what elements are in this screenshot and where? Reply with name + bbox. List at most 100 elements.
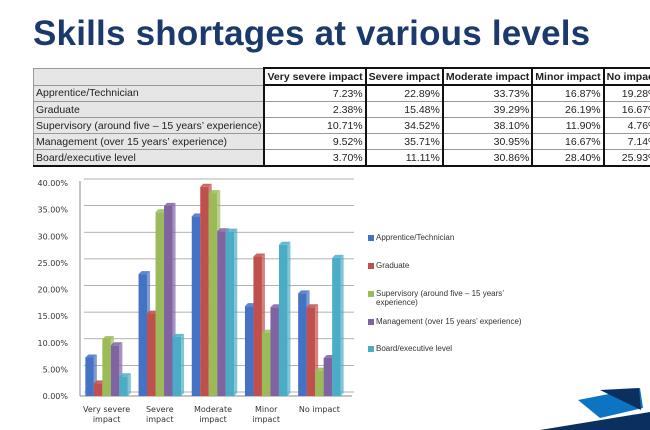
bar: [217, 231, 226, 396]
value-cell: 30.95%: [441, 133, 534, 150]
bar-top: [278, 241, 291, 245]
legend-label: Board/executive level: [376, 344, 453, 353]
x-tick-label: impact: [146, 415, 174, 424]
value-cell: 10.71%: [263, 117, 367, 134]
bar: [278, 244, 288, 396]
y-tick-label: 25.00%: [37, 259, 68, 268]
table-row: Supervisory (around five – 15 years’ exp…: [33, 117, 650, 134]
value-cell: 16.87%: [531, 84, 605, 102]
legend-label: Apprentice/Technician: [376, 233, 455, 242]
value-cell: 11.11%: [364, 149, 444, 167]
header-blank: [33, 67, 265, 86]
bar-side: [234, 228, 238, 396]
bar-side: [127, 373, 131, 396]
bar-side: [287, 241, 291, 396]
value-cell: 15.48%: [364, 101, 444, 118]
bar: [85, 357, 94, 396]
bar: [147, 313, 156, 396]
value-cell: 9.52%: [263, 133, 367, 150]
value-cell: 39.29%: [441, 101, 534, 118]
legend-item: Graduate: [368, 261, 568, 270]
bar-top: [138, 271, 151, 275]
legend-swatch: [368, 235, 374, 241]
bar-top: [298, 290, 310, 294]
x-tick-label: Moderate: [194, 405, 232, 414]
y-tick-label: 15.00%: [37, 312, 68, 321]
bar: [164, 205, 173, 396]
x-tick-label: impact: [93, 415, 121, 424]
legend-label: Supervisory (around five – 15 years’ exp…: [376, 289, 504, 307]
y-tick-label: 40.00%: [37, 179, 68, 188]
bar: [208, 193, 218, 396]
table-header-row: Very severe impact Severe impact Moderat…: [33, 67, 650, 86]
header-cell: Severe impact: [364, 67, 444, 86]
bar-top: [253, 253, 265, 257]
value-cell: 33.73%: [441, 84, 534, 102]
x-tick-label: impact: [252, 415, 280, 424]
data-table: Very severe impact Severe impact Moderat…: [33, 67, 650, 167]
row-label: Board/executive level: [33, 149, 265, 167]
y-tick-label: 20.00%: [37, 286, 68, 295]
row-label: Management (over 15 years’ experience): [33, 133, 265, 150]
legend-item: Supervisory (around five – 15 years’ exp…: [368, 289, 568, 307]
value-cell: 19.28%: [602, 84, 650, 102]
bar: [119, 376, 128, 396]
legend-item: Apprentice/Technician: [368, 233, 568, 242]
row-label: Supervisory (around five – 15 years’ exp…: [33, 117, 265, 134]
row-label: Graduate: [33, 101, 265, 118]
bar: [332, 257, 341, 396]
value-cell: 16.67%: [531, 133, 605, 150]
bar: [155, 212, 165, 396]
x-tick-label: impact: [199, 415, 227, 424]
bar-top: [164, 202, 176, 206]
value-cell: 35.71%: [364, 133, 444, 150]
table-row: Management (over 15 years’ experience) 9.…: [33, 133, 650, 150]
bar: [102, 338, 111, 396]
table-row: Board/executive level 3.70% 11.11% 30.86% 28…: [33, 149, 650, 167]
row-label: Apprentice/Technician: [33, 84, 265, 102]
legend-item: Management (over 15 years’ experience): [368, 317, 568, 326]
bar: [110, 345, 120, 396]
bar-top: [172, 333, 185, 337]
y-tick-label: 10.00%: [37, 339, 68, 348]
bar-top: [85, 354, 97, 358]
legend-swatch: [368, 346, 374, 352]
value-cell: 11.90%: [531, 117, 605, 134]
value-cell: 2.38%: [263, 101, 367, 118]
x-tick-label: No impact: [299, 405, 340, 414]
value-cell: 3.70%: [263, 149, 367, 167]
value-cell: 7.14%: [602, 133, 650, 150]
bar-top: [208, 190, 221, 194]
bar: [298, 293, 307, 396]
bar: [172, 336, 182, 396]
bar-top: [306, 304, 319, 308]
slide-title: Skills shortages at various levels: [33, 14, 591, 53]
bar-top: [110, 342, 123, 346]
bar: [253, 256, 262, 396]
legend-swatch: [368, 319, 374, 325]
header-cell: Very severe impact: [263, 67, 367, 86]
header-cell: Moderate impact: [441, 67, 534, 86]
bar: [200, 186, 209, 396]
value-cell: 16.67%: [602, 101, 650, 118]
table-row: Apprentice/Technician 7.23% 22.89% 33.73% 16…: [33, 84, 650, 102]
header-cell: No impact: [602, 67, 650, 86]
bar: [225, 231, 235, 396]
value-cell: 28.40%: [531, 149, 605, 167]
y-tick-label: 5.00%: [43, 365, 69, 374]
bar-side: [181, 333, 185, 396]
y-tick-label: 0.00%: [43, 392, 69, 401]
bar-side: [340, 254, 344, 396]
value-cell: 30.86%: [441, 149, 534, 167]
value-cell: 26.19%: [531, 101, 605, 118]
x-tick-label: Minor: [255, 405, 278, 414]
legend-label: Graduate: [376, 261, 410, 270]
bar: [191, 216, 201, 396]
bar: [244, 306, 254, 396]
value-cell: 7.23%: [263, 84, 367, 102]
legend-item: Board/executive level: [368, 344, 568, 353]
bar-top: [102, 335, 114, 339]
bar: [138, 274, 148, 396]
bar: [306, 307, 316, 396]
